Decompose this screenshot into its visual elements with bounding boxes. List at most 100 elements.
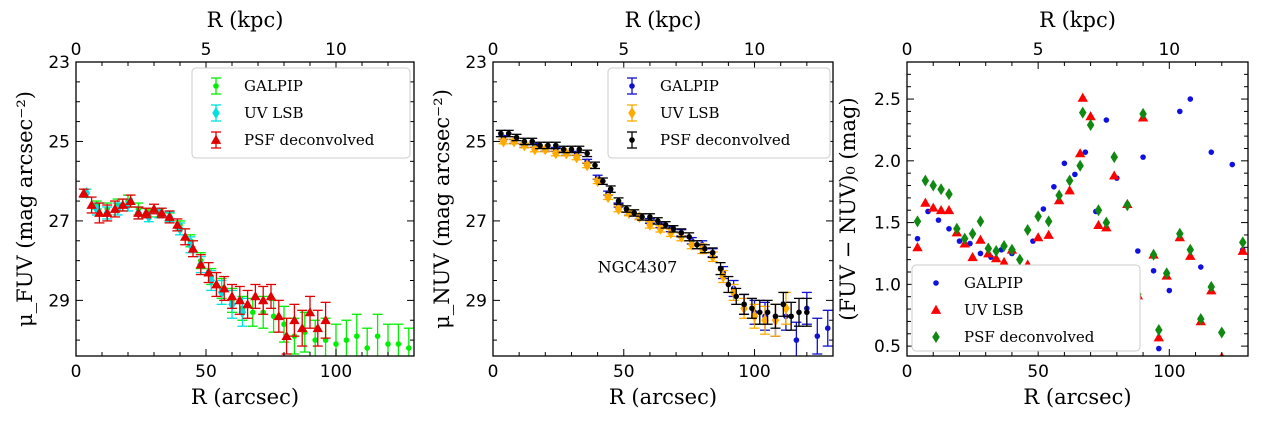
marker-psf-deconvolved-22 <box>1094 204 1103 217</box>
legend-item: GALPIP <box>933 274 1023 292</box>
marker-psf-deconvolved-30 <box>312 322 323 333</box>
legend: GALPIP UV LSB PSF deconvolved <box>191 67 411 159</box>
marker-psf-deconvolved-31 <box>320 315 331 325</box>
x-axis-title: R (arcsec) <box>1023 385 1131 409</box>
marker-galpip-18 <box>270 313 277 320</box>
y-axis-title: μ_NUV (mag arcsec⁻²) <box>430 89 454 329</box>
x-tick-label: 0 <box>488 362 499 382</box>
data-layer-fuv-profile <box>78 187 414 356</box>
marker-uv-lsb-19 <box>1074 148 1086 158</box>
top-x-tick-label: 0 <box>488 40 499 60</box>
marker-galpip-13 <box>1051 183 1057 190</box>
marker-psf-deconvolved-24 <box>265 291 277 301</box>
marker-psf-deconvolved-7 <box>133 207 144 217</box>
marker-psf-deconvolved-25 <box>1123 199 1132 212</box>
marker-uv-lsb-29 <box>1153 332 1165 342</box>
x-tick-label: 0 <box>902 362 913 382</box>
legend-label: PSF deconvolved <box>660 131 791 149</box>
marker-psf-deconvolved-23 <box>1102 216 1111 229</box>
marker-psf-deconvolved-20 <box>234 295 245 305</box>
marker-galpip-22 <box>1140 154 1146 160</box>
marker-psf-deconvolved-14 <box>187 243 199 253</box>
marker-psf-deconvolved-13 <box>180 231 191 241</box>
marker-galpip-28 <box>374 333 381 339</box>
marker-galpip-12 <box>1040 206 1047 212</box>
marker-psf-deconvolved-19 <box>226 291 238 301</box>
y-tick-label: 25 <box>465 132 487 152</box>
top-x-tick-label: 5 <box>1033 40 1044 60</box>
marker-galpip-29 <box>385 341 391 347</box>
marker-psf-deconvolved-35 <box>772 313 779 320</box>
marker-galpip-30 <box>814 333 821 339</box>
plot-frame <box>492 61 834 357</box>
marker-uv-lsb-14 <box>646 218 654 231</box>
panel-color-profile: 0 50 100 0 5 10 0.5 1.0 1.5 2.0 2.5 R (arcsec) R (kp… <box>836 8 1249 409</box>
marker-psf-deconvolved-26 <box>702 245 708 252</box>
marker-uv-lsb-10 <box>990 253 1002 263</box>
marker-uv-lsb-15 <box>1032 232 1044 242</box>
marker-galpip-5 <box>967 240 973 247</box>
marker-psf-deconvolved-17 <box>631 210 638 216</box>
top-x-axis-title: R (kpc) <box>1039 8 1116 32</box>
marker-galpip-14 <box>1061 160 1068 167</box>
marker-uv-lsb-21 <box>719 270 727 283</box>
marker-psf-deconvolved-21 <box>1086 119 1095 131</box>
legend-label: PSF deconvolved <box>964 328 1095 346</box>
marker-psf-deconvolved-12 <box>592 162 598 169</box>
legend-item: GALPIP <box>211 77 303 95</box>
marker-uv-lsb-15 <box>238 306 247 319</box>
marker-psf-deconvolved-16 <box>1044 215 1053 228</box>
marker-psf-deconvolved-18 <box>219 283 230 293</box>
marker-psf-deconvolved-29 <box>304 307 316 317</box>
marker-uv-lsb-legend <box>930 304 942 314</box>
marker-uv-lsb-11 <box>614 203 623 215</box>
y-tick-label: 1.0 <box>874 275 901 295</box>
marker-psf-deconvolved-28 <box>717 265 724 272</box>
marker-psf-deconvolved-27 <box>1139 107 1147 120</box>
marker-psf-deconvolved-1 <box>921 174 930 187</box>
marker-uv-lsb-8 <box>975 234 986 244</box>
marker-psf-deconvolved-32 <box>749 305 755 312</box>
marker-psf-deconvolved-8 <box>560 146 567 153</box>
marker-galpip-6 <box>977 250 984 257</box>
marker-psf-deconvolved-28 <box>1149 248 1158 261</box>
marker-psf-deconvolved-11 <box>1000 240 1008 253</box>
x-tick-label: 50 <box>1027 362 1049 382</box>
x-axis-title: R (arcsec) <box>191 385 299 409</box>
marker-galpip-23 <box>1150 267 1157 274</box>
marker-uv-lsb-18 <box>688 238 696 251</box>
marker-psf-deconvolved-22 <box>670 226 677 232</box>
marker-galpip-legend <box>933 280 939 286</box>
marker-galpip-26 <box>354 333 360 339</box>
annotation-label: NGC4307 <box>598 258 678 277</box>
legend-label: UV LSB <box>660 104 720 122</box>
marker-psf-deconvolved-31 <box>741 301 747 308</box>
top-x-tick-label: 5 <box>201 40 212 60</box>
marker-psf-deconvolved-15 <box>195 259 206 269</box>
legend-item: PSF deconvolved <box>210 131 375 149</box>
legend-item: UV LSB <box>627 104 720 122</box>
marker-psf-deconvolved-14 <box>1023 224 1032 236</box>
marker-uv-lsb-24 <box>750 310 759 323</box>
marker-psf-deconvolved-0 <box>78 187 89 198</box>
marker-psf-deconvolved-legend <box>629 137 635 143</box>
marker-galpip-18 <box>1103 117 1110 123</box>
marker-psf-deconvolved-11 <box>164 211 175 221</box>
top-x-axis-title: R (kpc) <box>207 8 284 32</box>
panel-nuv-profile: 0 50 100 0 5 10 23 25 27 29 R (arcsec) R (kpc) μ_NUV… <box>430 8 834 409</box>
marker-psf-deconvolved-3 <box>102 207 113 217</box>
marker-psf-deconvolved-2 <box>513 134 520 141</box>
marker-uv-lsb-15 <box>656 222 665 235</box>
marker-psf-deconvolved-0 <box>913 215 922 228</box>
marker-psf-deconvolved-39 <box>804 309 810 316</box>
marker-galpip-25 <box>1166 287 1173 294</box>
marker-galpip-legend <box>629 83 635 89</box>
x-tick-label: 0 <box>71 362 82 382</box>
marker-psf-deconvolved-11 <box>584 150 590 157</box>
marker-uv-lsb-8 <box>583 159 591 172</box>
marker-galpip-16 <box>250 309 256 316</box>
legend-item: PSF deconvolved <box>932 328 1095 346</box>
marker-psf-deconvolved-13 <box>600 178 606 184</box>
marker-psf-deconvolved-18 <box>639 214 645 220</box>
